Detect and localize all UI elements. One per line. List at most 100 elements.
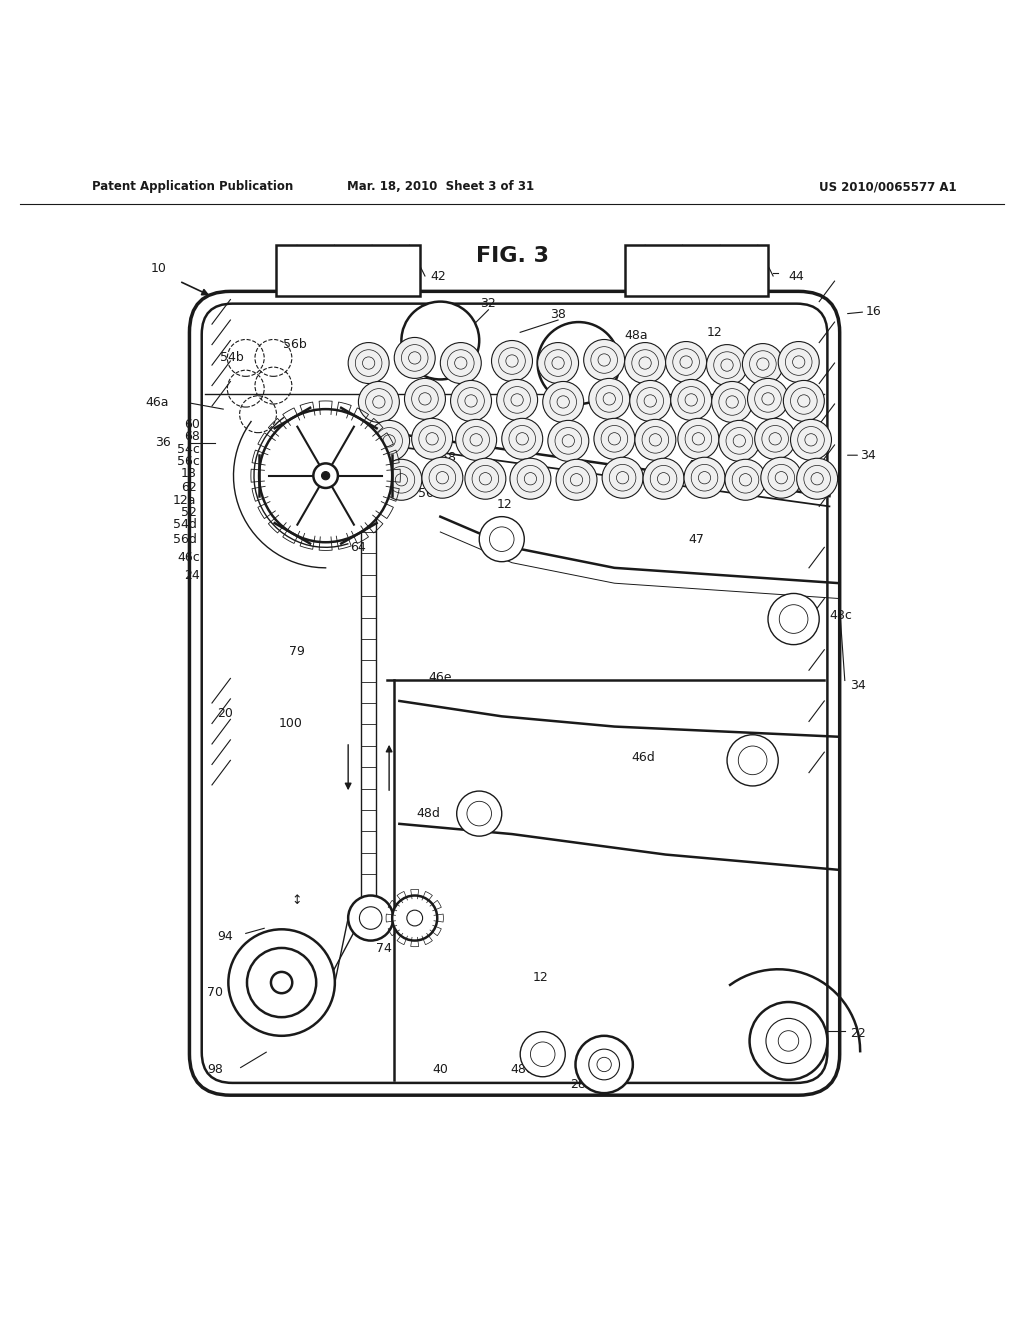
Circle shape: [440, 343, 481, 384]
Text: 20: 20: [217, 706, 233, 719]
Text: 34: 34: [850, 678, 865, 692]
Text: 12: 12: [707, 326, 722, 339]
Circle shape: [358, 381, 399, 422]
Text: FIG. 3: FIG. 3: [475, 246, 549, 265]
Text: 48e: 48e: [510, 1063, 535, 1076]
Circle shape: [422, 457, 463, 498]
Circle shape: [404, 379, 445, 420]
Text: 48d: 48d: [417, 807, 440, 820]
Circle shape: [412, 418, 453, 459]
Text: 44: 44: [788, 269, 804, 282]
Circle shape: [538, 322, 620, 404]
Circle shape: [492, 341, 532, 381]
Circle shape: [497, 379, 538, 420]
Text: 60: 60: [183, 418, 200, 430]
Circle shape: [556, 459, 597, 500]
Text: ↕: ↕: [292, 894, 302, 907]
Text: 46d: 46d: [632, 751, 655, 764]
Text: 46b: 46b: [686, 459, 710, 473]
Text: 56d: 56d: [173, 533, 197, 545]
Circle shape: [575, 1036, 633, 1093]
Circle shape: [456, 420, 497, 461]
Circle shape: [369, 420, 410, 462]
Text: 48a: 48a: [625, 329, 648, 342]
Text: 12a: 12a: [173, 494, 197, 507]
Circle shape: [520, 1032, 565, 1077]
Circle shape: [322, 471, 330, 479]
Text: 68: 68: [183, 430, 200, 444]
Circle shape: [313, 463, 338, 488]
Text: 42: 42: [430, 269, 445, 282]
Circle shape: [271, 972, 292, 993]
Text: 54a: 54a: [344, 520, 369, 533]
Circle shape: [671, 379, 712, 420]
Text: 52: 52: [180, 506, 197, 519]
Circle shape: [678, 418, 719, 459]
Text: 36: 36: [156, 437, 171, 449]
Text: 18: 18: [180, 467, 197, 480]
Circle shape: [594, 418, 635, 459]
Circle shape: [635, 420, 676, 461]
Circle shape: [543, 381, 584, 422]
Circle shape: [666, 342, 707, 383]
Text: 46a: 46a: [145, 396, 169, 409]
Circle shape: [725, 459, 766, 500]
Circle shape: [228, 929, 335, 1036]
Circle shape: [479, 516, 524, 562]
FancyBboxPatch shape: [189, 292, 840, 1096]
Circle shape: [392, 895, 437, 941]
Text: 54b: 54b: [220, 351, 244, 364]
Text: 56a: 56a: [418, 487, 441, 499]
Text: 28: 28: [570, 1078, 587, 1092]
Text: 58: 58: [440, 450, 457, 463]
Circle shape: [451, 380, 492, 421]
Text: 66: 66: [337, 504, 353, 517]
Circle shape: [643, 458, 684, 499]
Text: 79: 79: [289, 645, 305, 659]
Circle shape: [768, 594, 819, 644]
Text: 10: 10: [151, 263, 167, 276]
Bar: [276, 246, 420, 297]
Circle shape: [538, 343, 579, 384]
Circle shape: [625, 343, 666, 384]
Circle shape: [630, 380, 671, 421]
Circle shape: [742, 343, 783, 384]
Text: 94: 94: [218, 931, 233, 942]
Text: 62: 62: [181, 482, 197, 495]
Circle shape: [502, 418, 543, 459]
Text: 12: 12: [497, 498, 512, 511]
Circle shape: [684, 457, 725, 498]
Circle shape: [465, 458, 506, 499]
Circle shape: [727, 735, 778, 785]
Circle shape: [750, 1002, 827, 1080]
Circle shape: [247, 948, 316, 1018]
Text: 54d: 54d: [173, 519, 197, 532]
Circle shape: [394, 338, 435, 379]
Text: 12: 12: [579, 1059, 594, 1072]
Text: 38: 38: [550, 309, 566, 321]
Text: 100: 100: [279, 717, 302, 730]
Text: 48b: 48b: [440, 469, 464, 482]
Circle shape: [348, 895, 393, 941]
Circle shape: [381, 459, 422, 500]
Circle shape: [761, 457, 802, 498]
Circle shape: [755, 418, 796, 459]
Circle shape: [797, 458, 838, 499]
Circle shape: [548, 420, 589, 462]
Circle shape: [791, 420, 831, 461]
Text: 32: 32: [480, 297, 497, 310]
Text: 74: 74: [376, 942, 392, 956]
Text: 46e: 46e: [429, 671, 452, 684]
Bar: [625, 246, 768, 297]
Circle shape: [748, 379, 788, 420]
Text: 70: 70: [207, 986, 223, 999]
Circle shape: [359, 907, 382, 929]
Circle shape: [457, 791, 502, 836]
Text: 56b: 56b: [284, 338, 307, 351]
Circle shape: [712, 381, 753, 422]
Circle shape: [707, 345, 748, 385]
Circle shape: [602, 457, 643, 498]
Text: 47: 47: [688, 533, 705, 545]
Text: US 2010/0065577 A1: US 2010/0065577 A1: [819, 181, 956, 194]
Text: 64: 64: [350, 541, 367, 554]
